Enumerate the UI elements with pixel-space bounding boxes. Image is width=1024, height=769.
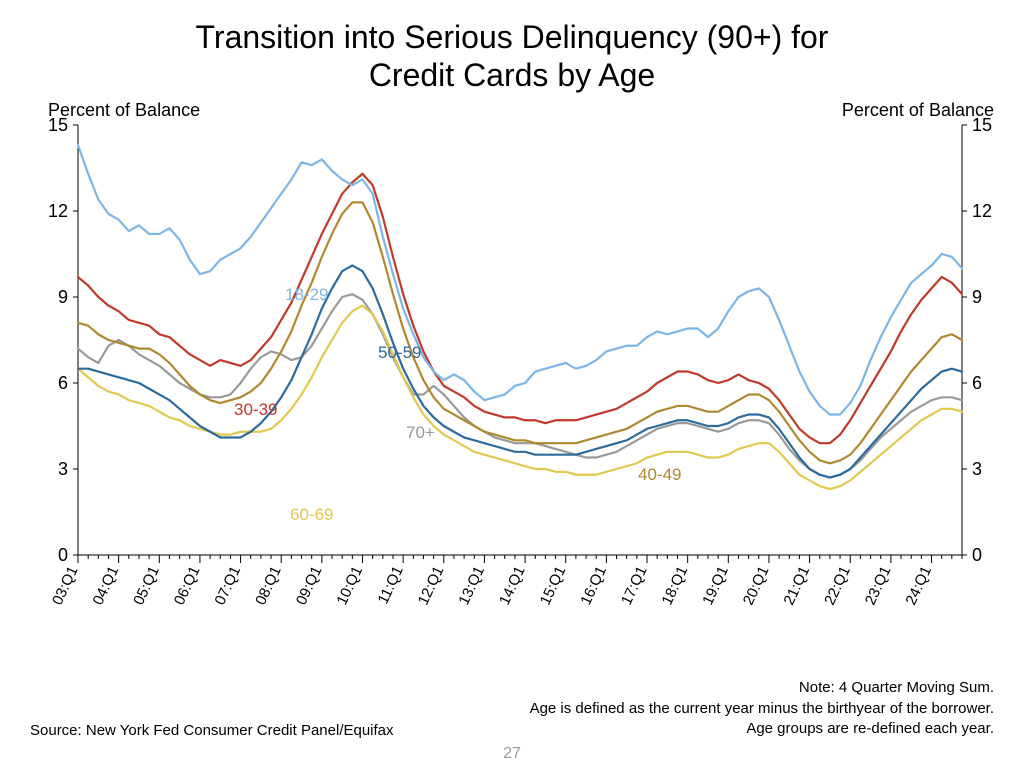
ytick-label-right: 0	[972, 545, 982, 565]
series-18-29	[78, 145, 962, 414]
xtick-label: 05:Q1	[130, 564, 163, 608]
series-70+	[78, 294, 962, 477]
series-30-39	[78, 174, 962, 443]
xtick-label: 12:Q1	[415, 564, 448, 608]
ytick-label-right: 3	[972, 459, 982, 479]
ytick-label-right: 6	[972, 373, 982, 393]
xtick-label: 07:Q1	[212, 564, 245, 608]
xtick-label: 16:Q1	[577, 564, 610, 608]
series-40-49	[78, 202, 962, 463]
source-text: Source: New York Fed Consumer Credit Pan…	[30, 722, 394, 739]
page-number: 27	[0, 745, 1024, 763]
xtick-label: 13:Q1	[455, 564, 488, 608]
xtick-label: 20:Q1	[740, 564, 773, 608]
xtick-label: 15:Q1	[537, 564, 570, 608]
xtick-label: 10:Q1	[333, 564, 366, 608]
xtick-label: 11:Q1	[375, 564, 407, 607]
series-label-30-39: 30-39	[234, 400, 277, 419]
series-label-60-69: 60-69	[290, 505, 333, 524]
ytick-label-left: 3	[58, 459, 68, 479]
series-label-40-49: 40-49	[638, 465, 681, 484]
note-line-2: Age is defined as the current year minus…	[530, 699, 994, 719]
xtick-label: 09:Q1	[293, 564, 326, 608]
xtick-label: 06:Q1	[171, 564, 204, 608]
xtick-label: 18:Q1	[659, 564, 692, 608]
xtick-label: 14:Q1	[496, 564, 529, 608]
xtick-label: 24:Q1	[902, 564, 935, 608]
ytick-label-left: 6	[58, 373, 68, 393]
title-line-2: Credit Cards by Age	[369, 57, 655, 93]
series-label-50-59: 50-59	[378, 343, 421, 362]
xtick-label: 19:Q1	[699, 564, 732, 608]
chart-svg: 003366991212151503:Q104:Q105:Q106:Q107:Q…	[70, 125, 970, 625]
note-line-3: Age groups are re-defined each year.	[530, 719, 994, 739]
series-label-18-29: 18-29	[285, 285, 328, 304]
ytick-label-left: 0	[58, 545, 68, 565]
ytick-label-right: 12	[972, 201, 992, 221]
chart-plot-area: 003366991212151503:Q104:Q105:Q106:Q107:Q…	[70, 125, 970, 625]
xtick-label: 03:Q1	[49, 564, 82, 608]
chart-title: Transition into Serious Delinquency (90+…	[0, 18, 1024, 95]
xtick-label: 21:Q1	[781, 564, 814, 608]
ytick-label-left: 9	[58, 287, 68, 307]
xtick-label: 04:Q1	[90, 564, 123, 608]
xtick-label: 22:Q1	[821, 564, 854, 608]
y-axis-label-left: Percent of Balance	[48, 100, 200, 121]
title-line-1: Transition into Serious Delinquency (90+…	[196, 19, 829, 55]
xtick-label: 17:Q1	[618, 564, 651, 608]
ytick-label-right: 9	[972, 287, 982, 307]
notes-block: Note: 4 Quarter Moving Sum. Age is defin…	[530, 678, 994, 739]
xtick-label: 23:Q1	[862, 564, 895, 608]
ytick-label-left: 12	[48, 201, 68, 221]
xtick-label: 08:Q1	[252, 564, 285, 608]
series-label-70+: 70+	[406, 423, 435, 442]
ytick-label-right: 15	[972, 115, 992, 135]
series-50-59	[78, 265, 962, 477]
ytick-label-left: 15	[48, 115, 68, 135]
note-line-1: Note: 4 Quarter Moving Sum.	[530, 678, 994, 698]
